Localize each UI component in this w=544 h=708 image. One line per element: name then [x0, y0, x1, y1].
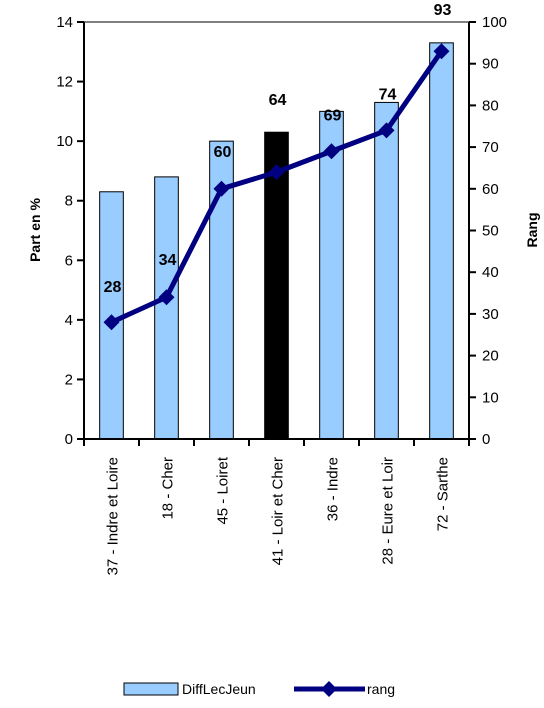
y-axis-right-label: Rang — [524, 213, 540, 248]
rang-marker-5 — [378, 122, 395, 139]
right-tick-label-4: 40 — [482, 264, 499, 281]
right-tick-label-6: 60 — [482, 181, 499, 198]
rang-marker-2 — [213, 180, 230, 197]
rang-marker-6 — [433, 43, 450, 60]
rang-data-label-4: 69 — [324, 107, 342, 124]
left-tick-label-0: 0 — [65, 431, 73, 448]
left-tick-label-7: 14 — [56, 14, 73, 31]
left-tick-label-1: 2 — [65, 371, 73, 388]
rang-data-label-5: 74 — [379, 86, 397, 103]
legend-label-line: rang — [367, 681, 395, 697]
left-tick-label-5: 10 — [56, 133, 73, 150]
bar-6 — [429, 42, 454, 440]
left-tick-label-4: 8 — [65, 193, 73, 210]
rang-marker-0 — [103, 314, 120, 331]
rang-data-label-0: 28 — [104, 279, 122, 296]
legend-swatch-bar — [123, 682, 179, 696]
right-tick-label-8: 80 — [482, 97, 499, 114]
right-tick-group: 0 10 20 30 40 50 60 70 80 90 100 — [469, 14, 507, 448]
right-tick-label-0: 0 — [482, 431, 490, 448]
right-tick-label-7: 70 — [482, 139, 499, 156]
right-tick-label-3: 30 — [482, 306, 499, 323]
x-tick-label-6: 72 - Sarthe — [435, 457, 452, 531]
rang-data-label-6: 93 — [434, 2, 452, 19]
x-tick-label-2: 45 - Loiret — [215, 456, 232, 524]
right-tick-label-10: 100 — [482, 14, 507, 31]
legend-swatch-marker — [321, 681, 337, 697]
rang-data-label-3: 64 — [269, 92, 287, 109]
x-tick-label-0: 37 - Indre et Loire — [105, 457, 122, 575]
x-tick-label-3: 41 - Loir et Cher — [270, 457, 287, 565]
right-tick-label-9: 90 — [482, 56, 499, 73]
left-tick-label-2: 4 — [65, 312, 73, 329]
left-tick-label-6: 12 — [56, 74, 73, 91]
rang-data-label-1: 34 — [159, 252, 177, 269]
line-series-group — [103, 43, 450, 331]
rang-marker-3 — [268, 164, 285, 181]
x-tick-label-5: 28 - Eure et Loir — [380, 457, 397, 565]
legend-label-bar: DiffLecJeun — [182, 681, 256, 697]
right-tick-label-1: 10 — [482, 389, 499, 406]
point-label-group: 28 34 60 64 69 74 93 — [104, 2, 452, 296]
right-tick-label-5: 50 — [482, 223, 499, 240]
rang-marker-1 — [158, 289, 175, 306]
bar-1 — [154, 176, 179, 440]
bar-group — [99, 42, 454, 440]
right-tick-label-2: 20 — [482, 348, 499, 365]
left-tick-label-3: 6 — [65, 252, 73, 269]
rang-data-label-2: 60 — [214, 144, 232, 161]
rang-marker-4 — [323, 143, 340, 160]
legend: DiffLecJeun rang — [123, 681, 395, 697]
bar-4 — [319, 110, 344, 440]
left-tick-group: 0 2 4 6 8 10 12 14 — [56, 14, 84, 448]
y-axis-label: Part en % — [27, 198, 43, 262]
x-tick-label-4: 36 - Indre — [325, 457, 342, 521]
x-tick-label-1: 18 - Cher — [160, 457, 177, 520]
x-tick-group: 37 - Indre et Loire 18 - Cher 45 - Loiret 4… — [83, 439, 470, 575]
bar-5 — [374, 101, 399, 440]
